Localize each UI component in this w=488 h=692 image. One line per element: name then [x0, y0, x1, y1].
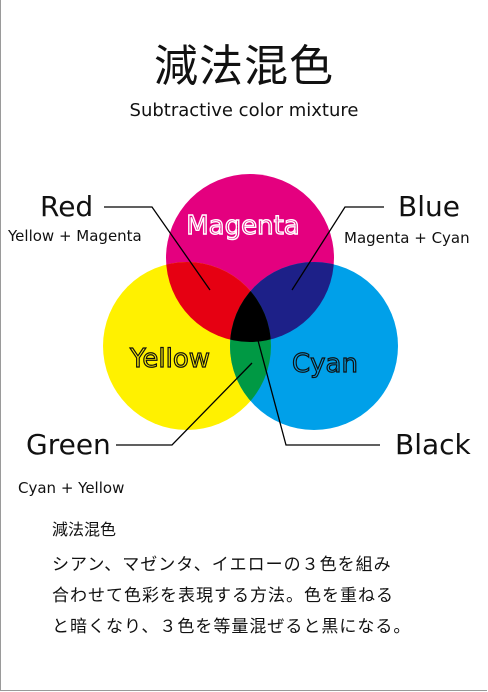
black-leader-line — [251, 317, 380, 446]
description-line: と暗くなり、３色を等量混ぜると黒になる。 — [52, 617, 412, 637]
blue-overlap — [230, 262, 334, 342]
blue-callout-mix: Magenta + Cyan — [344, 229, 470, 247]
blue-callout-name: Blue — [398, 190, 460, 223]
red-callout-mix: Yellow + Magenta — [8, 227, 142, 245]
red-callout-name: Red — [40, 190, 94, 223]
yellow-label: Yellow — [129, 344, 210, 374]
green-callout-mix: Cyan + Yellow — [18, 479, 125, 497]
black-callout-name: Black — [395, 428, 471, 461]
description-heading: 減法混色 — [52, 520, 117, 539]
blue-leader-line — [291, 206, 384, 291]
page-subtitle: Subtractive color mixture — [129, 100, 359, 121]
green-leader-line — [116, 362, 253, 446]
magenta-label: Magenta — [186, 211, 299, 241]
description-line: シアン、マゼンタ、イエローの３色を組み — [52, 555, 392, 575]
red-overlap — [166, 262, 271, 342]
description-line: 合わせて色彩を表現する方法。色を重ねる — [52, 586, 394, 606]
page-title: 減法混色 — [154, 41, 334, 92]
red-leader-line — [104, 206, 211, 291]
green-callout-name: Green — [26, 428, 111, 461]
cyan-label: Cyan — [292, 349, 358, 379]
description-block: 減法混色 シアン、マゼンタ、イエローの３色を組み 合わせて色彩を表現する方法。色… — [52, 516, 472, 643]
